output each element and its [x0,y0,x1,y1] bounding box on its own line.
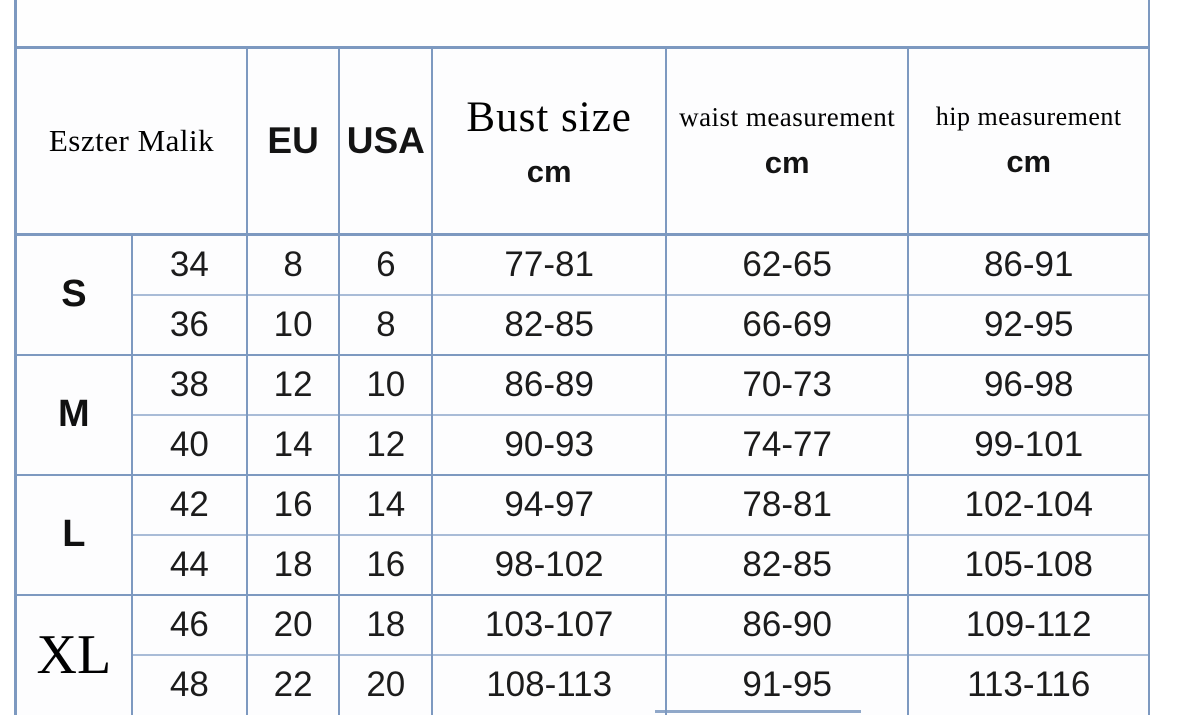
bust-cell: 82-85 [431,293,667,355]
bust-cell: 77-81 [431,234,667,295]
table-row: S 34 8 6 77-81 62-65 86-91 [13,234,1150,355]
hip-cell: 105-108 [907,533,1150,595]
eu-cell: 10 [246,293,341,355]
usa-cell: 12 [338,413,434,475]
usa-cell: 6 [338,234,434,295]
size-chart-table: Eszter Malik EU USA Bust size cm waist m… [13,46,1150,715]
waist-cell: 66-69 [664,293,910,355]
table-bottom-border-fragment [655,710,861,713]
waist-title: waist measurement [679,101,896,132]
table-row: M 38 12 10 86-89 70-73 96-98 [13,354,1150,475]
usa-cell: 8 [338,293,434,355]
hip-cell: 113-116 [907,653,1150,715]
waist-cell: 91-95 [664,653,910,715]
waist-cell: 62-65 [664,234,910,295]
waist-cell: 78-81 [664,474,910,535]
bust-cell: 90-93 [431,413,667,475]
eu-cell: 8 [246,234,341,295]
eu-cell: 18 [246,533,341,595]
size-group-label-m: M [13,354,133,475]
bust-cell: 98-102 [431,533,667,595]
table-row: 40 14 12 90-93 74-77 99-101 [16,413,1150,475]
table-row: 44 18 16 98-102 82-85 105-108 [16,533,1150,595]
eu-cell: 22 [246,653,341,715]
bust-cell: 103-107 [431,594,667,655]
table-top-spacer-row [14,0,1150,46]
size-number-cell: 34 [130,234,249,295]
size-number-cell: 44 [130,533,249,595]
eu-cell: 12 [246,354,341,415]
size-number-cell: 38 [130,354,249,415]
table-row: L 42 16 14 94-97 78-81 102-104 [13,474,1150,595]
waist-cell: 70-73 [664,354,910,415]
bust-cell: 94-97 [431,474,667,535]
hip-cell: 102-104 [907,474,1150,535]
bust-title: Bust size [466,93,632,141]
size-number-cell: 42 [130,474,249,535]
eu-cell: 16 [246,474,341,535]
waist-unit-label: cm [764,144,810,180]
bust-unit-label: cm [526,153,572,189]
usa-cell: 18 [338,594,434,655]
eu-cell: 14 [246,413,341,475]
usa-column-header: USA [338,47,434,235]
waist-cell: 82-85 [664,533,910,595]
table-row: 48 22 20 108-113 91-95 113-116 [16,653,1150,715]
size-number-cell: 40 [130,413,249,475]
hip-cell: 96-98 [907,354,1150,415]
hip-cell: 86-91 [907,234,1150,295]
eu-cell: 20 [246,594,341,655]
hip-unit-label: cm [1006,144,1052,179]
brand-header: Eszter Malik [14,47,249,235]
hip-cell: 109-112 [907,594,1150,655]
waist-cell: 86-90 [664,594,910,655]
hip-title: hip measurement [935,102,1122,131]
header-row: Eszter Malik EU USA Bust size cm waist m… [14,47,1150,235]
waist-column-header: waist measurement cm [664,47,910,235]
waist-cell: 74-77 [664,413,910,475]
hip-cell: 92-95 [907,293,1150,355]
usa-cell: 14 [338,474,434,535]
hip-cell: 99-101 [907,413,1150,475]
usa-cell: 20 [338,653,434,715]
size-number-cell: 46 [130,594,249,655]
eu-column-header: EU [246,47,341,235]
bust-cell: 108-113 [431,653,667,715]
size-group-label-s: S [13,234,133,355]
size-group-label-l: L [13,474,133,595]
table-row: XL 46 20 18 103-107 86-90 109-112 [13,594,1150,715]
size-group-label-xl: XL [13,594,133,715]
bust-cell: 86-89 [431,354,667,415]
bust-column-header: Bust size cm [431,47,667,235]
table-row: 36 10 8 82-85 66-69 92-95 [16,293,1150,355]
usa-cell: 10 [338,354,434,415]
usa-cell: 16 [338,533,434,595]
hip-column-header: hip measurement cm [907,47,1150,235]
size-number-cell: 36 [130,293,249,355]
size-number-cell: 48 [130,653,249,715]
